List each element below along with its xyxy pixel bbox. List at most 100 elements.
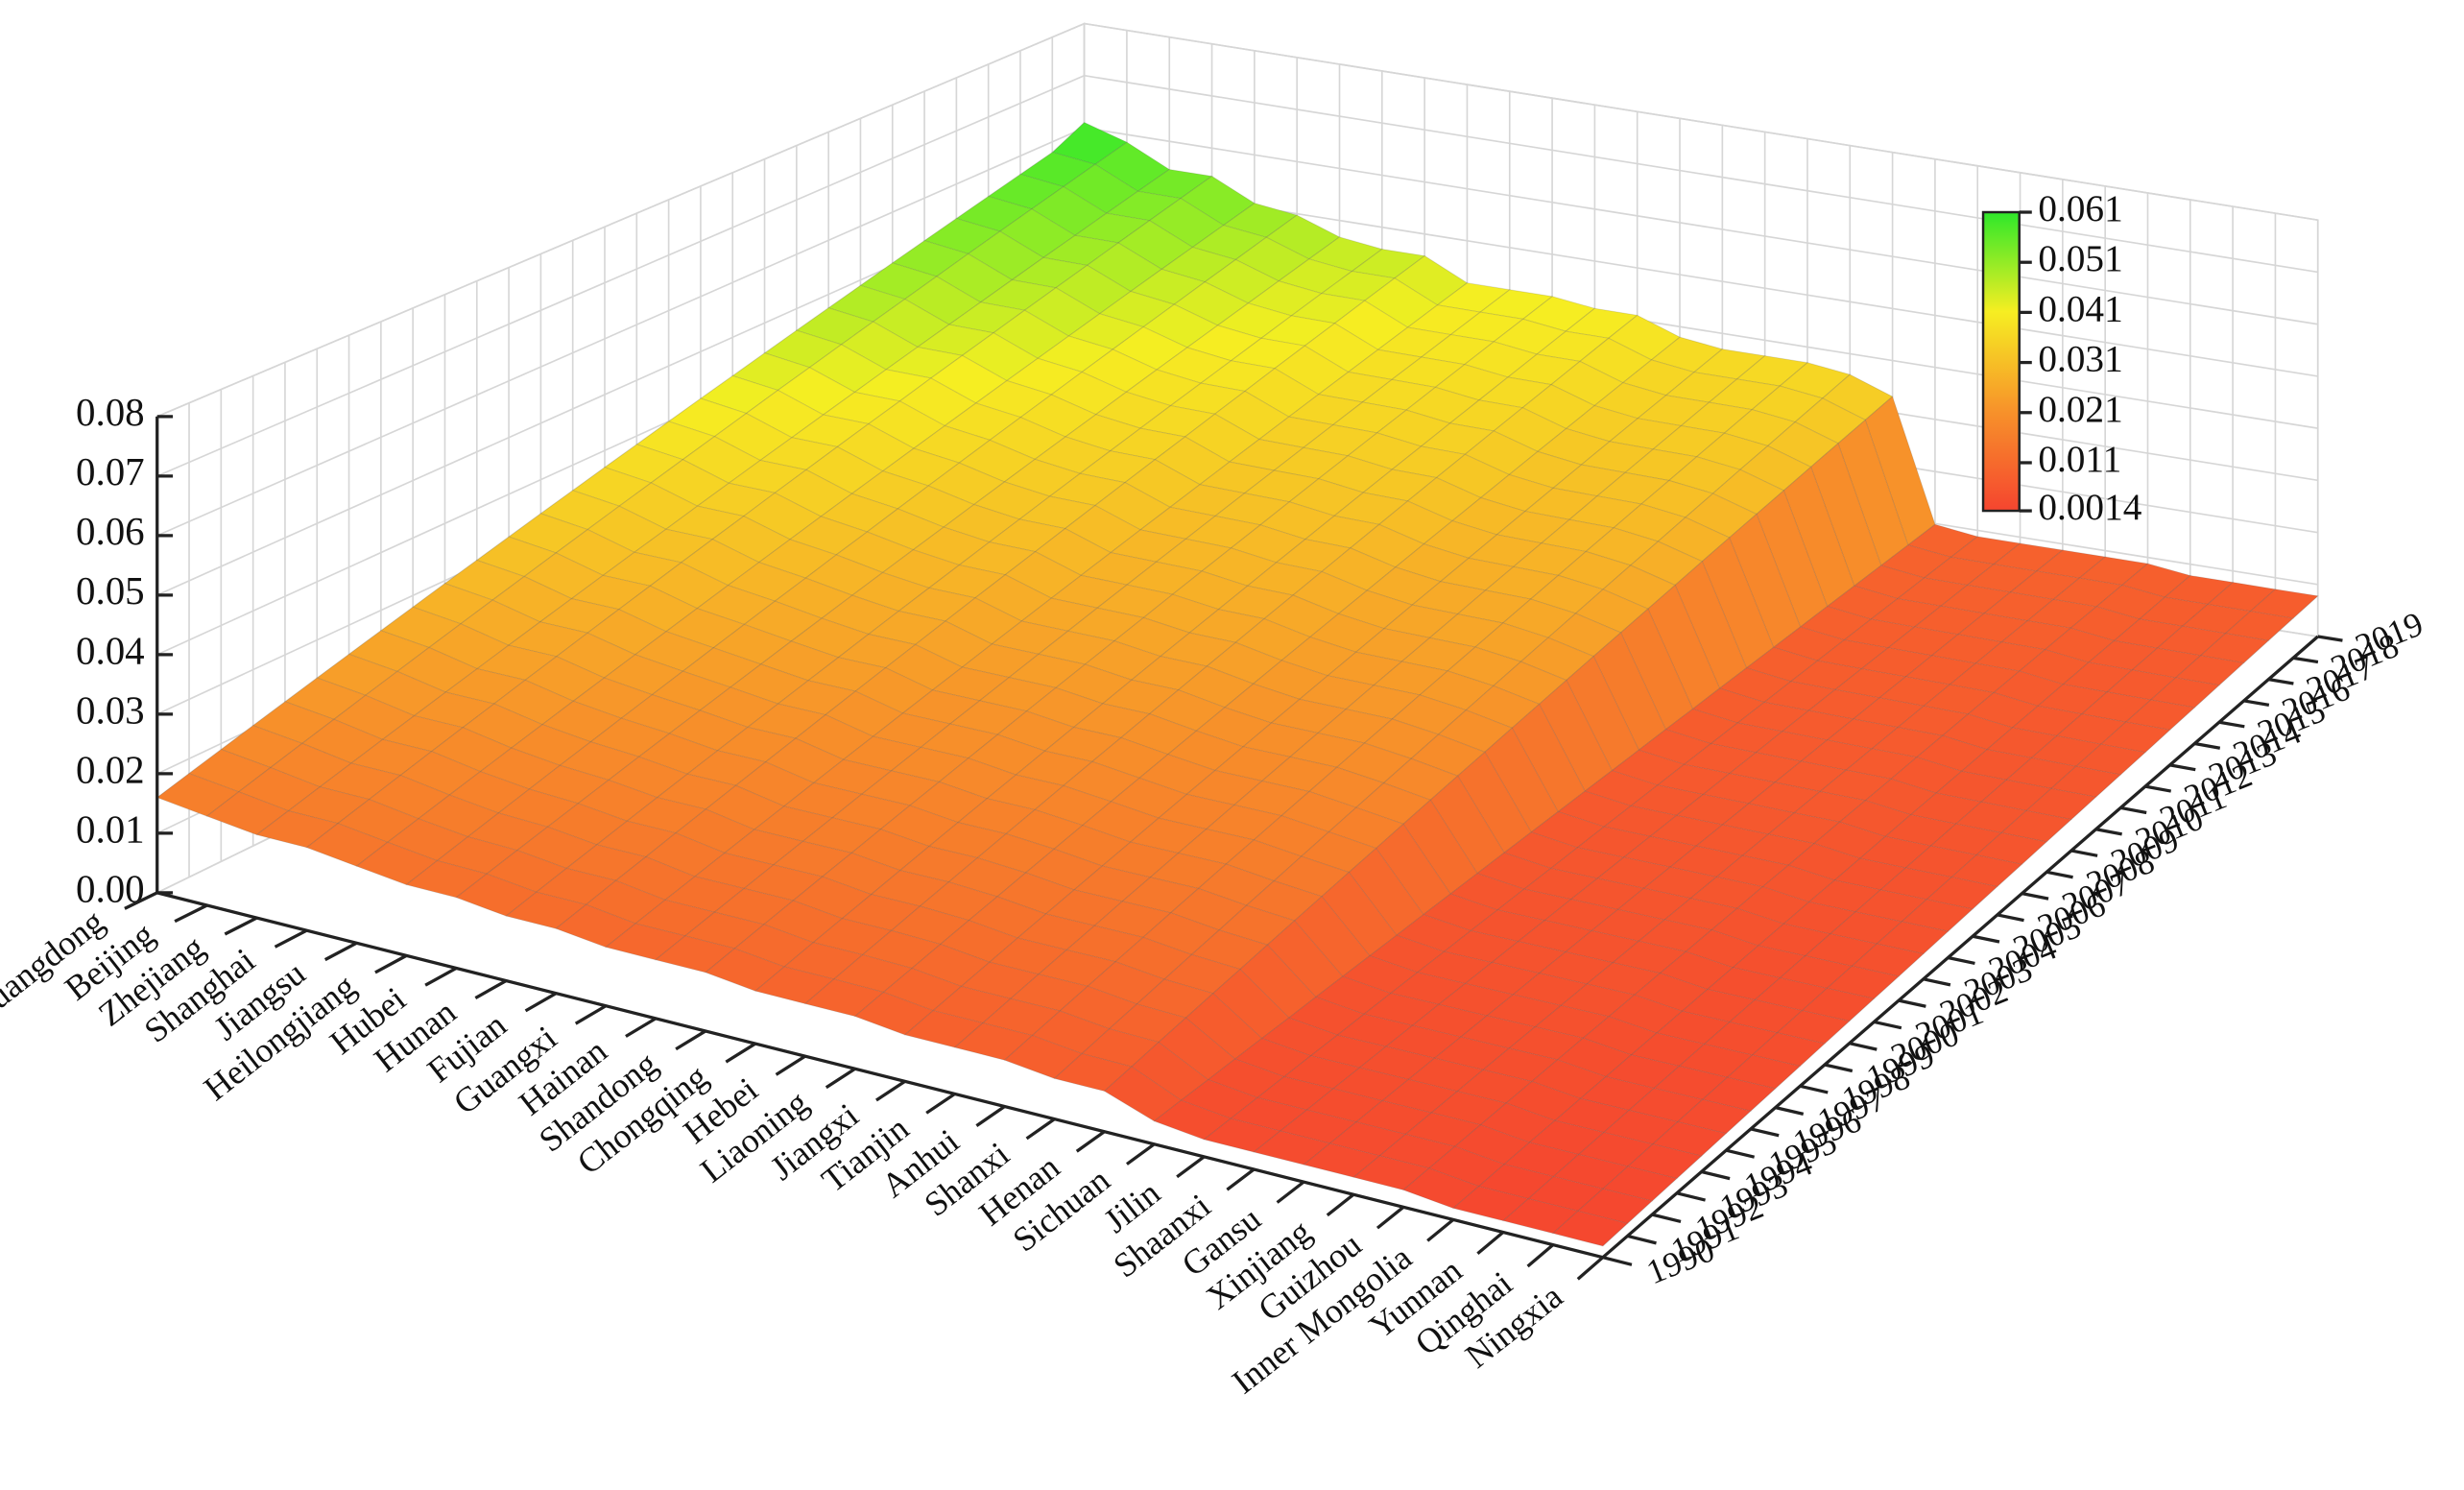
surface-mesh-line [306,176,1212,849]
y-tick [1701,1169,1731,1181]
surface-mesh-line [1304,549,2064,1166]
x-tick [1576,1256,1604,1281]
x-tick [1226,1167,1256,1191]
surface-mesh-line [1204,536,1978,1141]
surface-mesh-line [356,203,1256,867]
x-tick [625,1017,657,1038]
z-tick-label: 0.01 [76,807,145,851]
x-tick [1075,1130,1106,1153]
surface-mesh-line [406,214,1298,885]
colorbar-tick-label: 0.011 [2038,439,2121,480]
z-tick-label: 0.07 [76,450,145,493]
x-tick [174,903,208,924]
x-tick [1326,1192,1355,1217]
y-tick [1725,1148,1756,1159]
surface-mesh-line [156,122,1085,799]
colorbar-tick-label: 0.051 [2038,238,2122,279]
surface-mesh-line [1352,556,2106,1178]
surface-mesh-line [1602,595,2319,1247]
y-tick [2218,720,2245,729]
colorbar-tick-label: 0.031 [2038,339,2122,380]
z-tick-label: 0.03 [76,688,145,732]
surface-mesh-line [754,307,1595,992]
y-tick [2119,805,2147,815]
z-tick-label: 0.06 [76,510,145,553]
surface-patch [1576,1188,1654,1224]
z-tick-label: 0.08 [76,391,145,434]
colorbar [1981,210,2021,513]
z-tick-label: 0.04 [76,629,145,672]
x-tick [825,1067,856,1090]
x-tick [274,928,308,949]
surface-mesh-line [605,282,1468,948]
x-tick [124,891,158,910]
colorbar-tick-label: 0.041 [2038,288,2122,329]
surface-mesh-line [206,141,1128,817]
y-tick [1923,977,1951,987]
surface-patch [2024,787,2097,821]
x-tick [1426,1218,1455,1242]
surface-patch [1876,921,1950,955]
y-tick [1750,1127,1780,1138]
surface-mesh-line [506,249,1383,917]
y-tick [1874,1020,1902,1030]
surface-patch [2249,589,2319,619]
z-tick-label: 0.02 [76,748,145,791]
y-tick [1898,998,1926,1008]
y-axis [1601,635,2319,1259]
y-tick [2045,870,2073,879]
surface-mesh-line [954,355,1765,1048]
surface-mesh-line [655,289,1511,961]
y-tick [1849,1042,1878,1051]
colorbar-tick-label: 0.061 [2038,188,2122,229]
surface-mesh-line [1452,575,2191,1209]
surface-patch [1701,1076,1777,1112]
x-tick [725,1042,756,1064]
surface-mesh-line [1054,373,1851,1079]
colorbar-tick-label: 0.0014 [2038,487,2141,528]
surface-mesh-line [555,255,1425,929]
x-tick [975,1105,1006,1127]
surface-patch [1974,831,2048,865]
x-tick [1376,1206,1405,1230]
x-tick [374,953,408,974]
surface-mesh-line [1502,582,2234,1221]
y-tick [1602,1256,1633,1266]
surface-patch [1950,854,2023,888]
x-tick [1526,1243,1554,1268]
surface-mesh-line [705,296,1553,973]
y-tick [2194,741,2221,750]
surface-mesh-line [1552,589,2276,1235]
surface-mesh-line [1004,362,1808,1061]
y-tick [1775,1106,1805,1116]
surface-mesh-line [854,336,1681,1017]
y-tick [1997,913,2024,923]
x-tick [224,916,258,936]
surface-mesh-line [455,236,1340,899]
y-tick [1627,1234,1657,1245]
x-tick [424,967,458,987]
y-tick [2070,849,2098,857]
x-tick [1025,1118,1056,1141]
x-tick [574,1004,607,1025]
surface-patch [2174,655,2245,686]
surface-mesh-line [1402,563,2148,1190]
surface-mesh-line [804,315,1639,1004]
y-tick [2021,892,2049,901]
y-tick [2317,635,2343,642]
surface-mesh-line [904,348,1723,1036]
x-tick [323,941,358,962]
x-tick [1125,1142,1156,1166]
x-tick [1276,1180,1305,1204]
x-axis [156,891,1604,1260]
x-tick [675,1029,706,1051]
y-tick [2095,828,2122,836]
surface-patch [1551,1210,1629,1247]
y-tick [1824,1063,1854,1073]
x-tick [474,979,508,999]
x-tick [775,1054,806,1076]
y-tick [1676,1191,1706,1202]
y-tick [2268,678,2294,685]
surface-mesh-line [256,169,1170,835]
